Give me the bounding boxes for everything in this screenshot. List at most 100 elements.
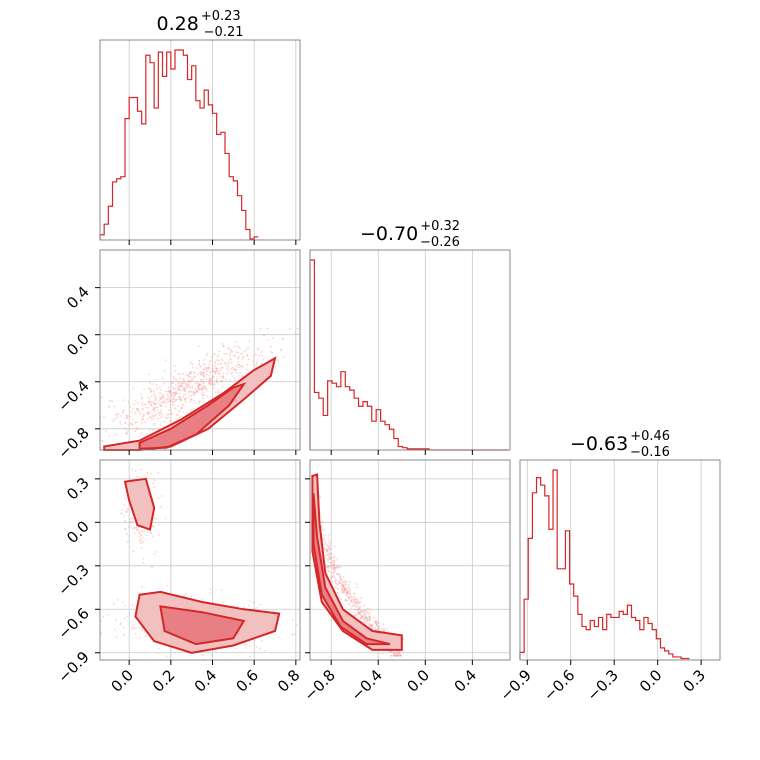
scatter-point xyxy=(184,401,187,403)
scatter-point xyxy=(354,615,356,617)
y-tick-label: −0.9 xyxy=(54,648,92,686)
scatter-point xyxy=(174,400,177,402)
scatter-point xyxy=(213,383,216,385)
scatter-point xyxy=(193,391,195,394)
scatter-point xyxy=(162,401,165,404)
scatter-point xyxy=(252,601,254,604)
scatter-point xyxy=(197,384,200,387)
scatter-point xyxy=(342,576,345,579)
panel-frame-2-0 xyxy=(99,459,301,661)
scatter-point xyxy=(187,396,190,399)
scatter-point xyxy=(173,407,176,409)
scatter-point xyxy=(350,608,352,611)
scatter-point xyxy=(393,652,395,655)
scatter-point xyxy=(368,611,371,614)
scatter-point xyxy=(256,347,259,349)
scatter-point xyxy=(245,368,248,371)
scatter-point xyxy=(180,406,183,409)
scatter-point xyxy=(226,364,229,366)
scatter-point xyxy=(123,617,126,619)
scatter-point xyxy=(355,586,358,589)
scatter-point xyxy=(217,355,220,358)
scatter-point xyxy=(139,532,142,534)
scatter-point xyxy=(190,397,193,400)
scatter-point xyxy=(354,601,357,603)
scatter-point xyxy=(210,654,213,656)
scatter-point xyxy=(251,360,254,363)
scatter-point xyxy=(363,615,365,617)
scatter-point xyxy=(161,395,164,398)
scatter-point xyxy=(193,371,196,374)
scatter-point xyxy=(331,563,334,566)
scatter-point xyxy=(335,559,338,561)
scatter-point xyxy=(332,564,335,567)
scatter-point xyxy=(243,643,246,645)
contour-line-outer xyxy=(134,590,281,654)
scatter-point xyxy=(325,557,328,560)
scatter-point xyxy=(366,608,369,610)
scatter-point xyxy=(132,418,134,421)
x-tick-label: 0.3 xyxy=(679,666,709,696)
scatter-point xyxy=(356,601,358,603)
scatter-point xyxy=(208,371,211,374)
scatter-point xyxy=(137,532,140,535)
scatter-point xyxy=(155,379,158,382)
scatter-point xyxy=(154,413,157,416)
scatter-point xyxy=(330,564,332,566)
scatter-point xyxy=(237,351,240,354)
scatter-point xyxy=(245,348,248,351)
x-tick-label: 0.8 xyxy=(274,666,304,696)
scatter-point xyxy=(353,595,355,598)
scatter-point xyxy=(200,371,202,374)
scatter-point xyxy=(364,616,367,619)
scatter-point xyxy=(358,613,361,616)
scatter-point xyxy=(238,375,240,377)
scatter-point xyxy=(119,623,122,626)
scatter-point xyxy=(150,390,152,393)
scatter-point xyxy=(164,416,167,419)
scatter-point xyxy=(334,577,337,579)
scatter-point xyxy=(192,387,194,389)
scatter-point xyxy=(361,616,363,619)
scatter-point xyxy=(371,624,373,627)
scatter-point xyxy=(235,647,238,650)
scatter-point xyxy=(227,370,230,372)
scatter-point xyxy=(155,406,158,408)
scatter-point xyxy=(328,564,331,567)
title-param-2: −0.70 +0.32 −0.26 xyxy=(360,219,460,250)
scatter-point xyxy=(295,624,298,626)
scatter-point xyxy=(349,595,352,598)
scatter-point xyxy=(255,353,257,356)
scatter-point xyxy=(238,364,241,366)
scatter-point xyxy=(202,374,205,376)
scatter-point xyxy=(340,583,343,586)
scatter-point xyxy=(402,638,405,641)
scatter-point xyxy=(241,365,244,367)
scatter-point xyxy=(248,340,251,343)
scatter-point xyxy=(211,369,214,372)
scatter-point xyxy=(169,390,172,393)
scatter-point xyxy=(266,338,269,341)
scatter-point xyxy=(237,363,240,366)
scatter-point xyxy=(260,639,263,642)
scatter-point xyxy=(185,397,188,399)
scatter-point xyxy=(324,543,327,545)
scatter-point xyxy=(389,651,391,653)
scatter-point xyxy=(363,609,365,612)
scatter-point xyxy=(203,371,206,374)
scatter-point xyxy=(195,389,197,392)
scatter-point xyxy=(157,523,160,526)
scatter-point xyxy=(163,369,166,372)
scatter-point xyxy=(340,582,343,584)
scatter-point xyxy=(246,355,249,357)
scatter-point xyxy=(337,587,339,590)
scatter-point xyxy=(135,527,137,529)
scatter-point xyxy=(333,564,336,566)
scatter-point xyxy=(262,334,265,336)
scatter-point xyxy=(121,509,124,511)
scatter-point xyxy=(321,520,324,523)
scatter-point xyxy=(204,366,207,369)
scatter-point xyxy=(178,398,181,400)
scatter-point xyxy=(356,602,359,604)
scatter-point xyxy=(375,620,377,623)
